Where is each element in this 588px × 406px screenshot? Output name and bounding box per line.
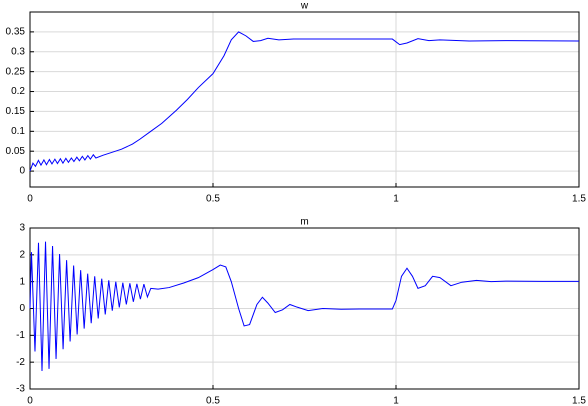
- y-tick-label: 3: [19, 223, 25, 234]
- x-tick-label: 0.5: [206, 194, 220, 205]
- y-tick-label: 1: [19, 276, 25, 287]
- plot-border: [29, 11, 580, 188]
- x-tick-label: 0: [27, 194, 33, 205]
- x-tick-label: 1: [393, 396, 399, 406]
- y-tick-label: 0: [19, 166, 25, 177]
- x-tick-label: 1.5: [572, 396, 586, 406]
- data-line: [29, 241, 579, 372]
- y-tick-label: -2: [16, 357, 25, 368]
- x-tick-label: 1: [393, 194, 399, 205]
- y-tick-label: 0.3: [11, 46, 25, 57]
- y-tick-label: -1: [16, 330, 25, 341]
- y-tick-label: 0: [19, 303, 25, 314]
- data-line: [29, 31, 580, 172]
- y-tick-label: 0.2: [11, 86, 25, 97]
- y-tick-label: 0.1: [11, 126, 25, 137]
- plot-title: w: [300, 1, 309, 12]
- y-tick-label: 0.05: [6, 146, 26, 157]
- x-tick-label: 0: [27, 396, 33, 406]
- x-tick-label: 1.5: [572, 194, 586, 205]
- y-tick-label: -3: [16, 384, 25, 395]
- plot-title: m: [300, 217, 308, 228]
- plot-area: [29, 11, 580, 188]
- y-tick-label: 2: [19, 249, 25, 260]
- y-tick-label: 0.25: [6, 66, 26, 77]
- y-tick-label: 0.35: [6, 27, 26, 38]
- x-tick-label: 0.5: [206, 396, 220, 406]
- y-tick-label: 0.15: [6, 106, 26, 117]
